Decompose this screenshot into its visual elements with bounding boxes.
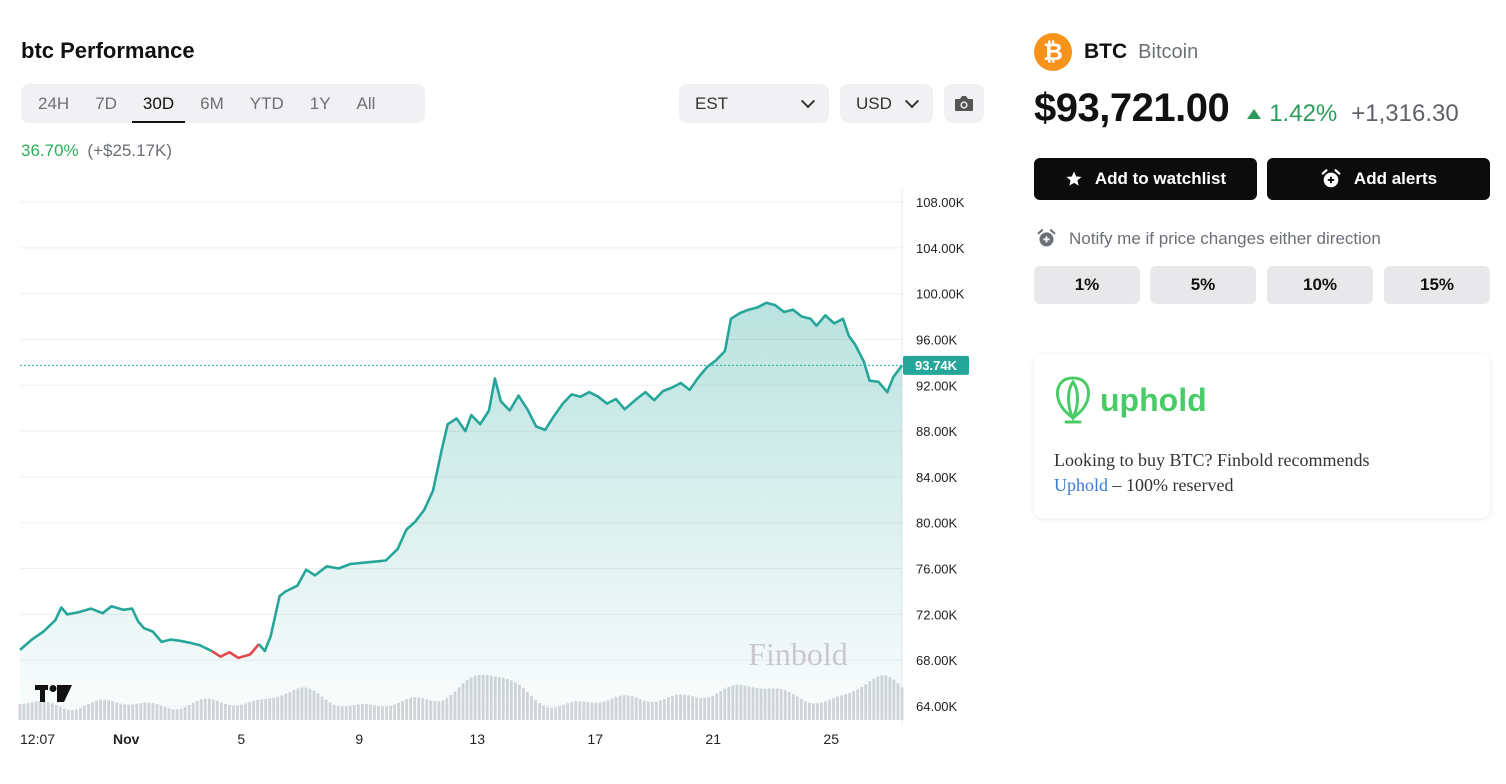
- uphold-leaf-icon: [1056, 376, 1090, 424]
- coin-header: ₿ BTC Bitcoin: [1034, 33, 1198, 71]
- add-alerts-button[interactable]: Add alerts: [1267, 158, 1490, 200]
- chevron-down-icon: [904, 93, 920, 108]
- y-tick-label: 76.00K: [916, 562, 958, 577]
- x-tick-label: 21: [705, 731, 721, 747]
- y-tick-label: 84.00K: [916, 470, 958, 485]
- tab-1y[interactable]: 1Y: [309, 94, 331, 113]
- uphold-logo[interactable]: uphold: [1054, 374, 1207, 426]
- price-line: [19, 605, 213, 653]
- finbold-watermark: Finbold: [748, 636, 848, 672]
- screenshot-button[interactable]: [944, 84, 984, 123]
- price-change-percent-value: 1.42%: [1269, 100, 1338, 127]
- promo-line-2: – 100% reserved: [1108, 475, 1234, 495]
- x-tick-label: 13: [469, 731, 485, 747]
- coin-symbol: BTC: [1084, 40, 1128, 63]
- alarm-clock-icon: [1037, 229, 1056, 247]
- uphold-brand: uphold: [1100, 381, 1207, 418]
- range-tabs: 24H 7D 30D 6M YTD 1Y All: [21, 84, 425, 123]
- tab-6m[interactable]: 6M: [200, 94, 224, 113]
- performance-percent: 36.70%: [21, 141, 79, 160]
- current-price-tag: 93.74K: [903, 355, 969, 375]
- x-tick-label: 5: [237, 731, 245, 747]
- y-tick-label: 64.00K: [916, 699, 958, 714]
- promo-line-1: Looking to buy BTC? Finbold recommends: [1054, 450, 1370, 470]
- y-tick-label: 68.00K: [916, 653, 958, 668]
- chevron-down-icon: [800, 93, 816, 108]
- y-tick-label: 80.00K: [916, 516, 958, 531]
- arrow-up-icon: [1247, 109, 1262, 119]
- add-to-watchlist-button[interactable]: Add to watchlist: [1034, 158, 1257, 200]
- alert-1-percent-button[interactable]: 1%: [1034, 266, 1140, 304]
- timezone-select[interactable]: EST: [679, 84, 829, 123]
- y-tick-label: 100.00K: [916, 287, 965, 302]
- alert-10-percent-button[interactable]: 10%: [1267, 266, 1373, 304]
- tab-30d[interactable]: 30D: [130, 84, 187, 123]
- uphold-link[interactable]: Uphold: [1054, 475, 1108, 495]
- alarm-clock-icon: [1321, 169, 1341, 188]
- x-tick-label: Nov: [113, 731, 140, 747]
- tab-ytd[interactable]: YTD: [249, 94, 284, 113]
- price-row: $93,721.00 1.42% +1,316.30: [1034, 86, 1459, 131]
- tradingview-logo[interactable]: [35, 685, 72, 702]
- x-tick-label: 17: [587, 731, 603, 747]
- y-tick-label: 108.00K: [916, 195, 965, 210]
- y-tick-label: 72.00K: [916, 607, 958, 622]
- y-tick-label: 96.00K: [916, 332, 958, 347]
- current-price: $93,721.00: [1034, 86, 1230, 130]
- watchlist-label: Add to watchlist: [1094, 169, 1227, 188]
- performance-change: 36.70% (+$25.17K): [21, 141, 172, 161]
- promo-text: Looking to buy BTC? Finbold recommends U…: [1054, 448, 1369, 498]
- price-change-absolute: +1,316.30: [1351, 100, 1459, 127]
- x-tick-label: 12:07: [20, 731, 55, 747]
- current-price-label: 93.74K: [915, 358, 958, 373]
- tab-7d[interactable]: 7D: [95, 94, 117, 113]
- y-tick-label: 92.00K: [916, 378, 958, 393]
- price-change-percent: 1.42%: [1247, 100, 1337, 128]
- uphold-promo-card[interactable]: uphold Looking to buy BTC? Finbold recom…: [1034, 354, 1490, 518]
- tab-all[interactable]: All: [356, 94, 376, 113]
- notify-text: Notify me if price changes either direct…: [1036, 228, 1381, 249]
- tab-24h[interactable]: 24H: [38, 94, 70, 113]
- star-icon: [1066, 171, 1082, 186]
- x-tick-label: 9: [355, 731, 363, 747]
- coin-name: Bitcoin: [1138, 40, 1199, 63]
- x-tick-label: 25: [823, 731, 839, 747]
- price-line: [210, 643, 260, 660]
- currency-value: USD: [856, 93, 892, 113]
- camera-icon: [955, 96, 973, 111]
- alert-5-percent-button[interactable]: 5%: [1150, 266, 1256, 304]
- alert-15-percent-button[interactable]: 15%: [1384, 266, 1490, 304]
- timezone-value: EST: [695, 93, 729, 113]
- y-tick-label: 88.00K: [916, 424, 958, 439]
- performance-absolute: (+$25.17K): [87, 141, 172, 160]
- y-tick-label: 104.00K: [916, 241, 965, 256]
- currency-select[interactable]: USD: [840, 84, 933, 123]
- page-title: btc Performance: [21, 38, 195, 63]
- bitcoin-logo-icon: ₿: [1034, 33, 1072, 71]
- price-chart[interactable]: Finbold 108.00K 104.00K 100.00K 96.00K 92.00…: [0, 180, 1000, 755]
- notify-label: Notify me if price changes either direct…: [1069, 228, 1381, 248]
- price-area: [20, 302, 902, 720]
- price-line: [257, 301, 904, 653]
- alerts-label: Add alerts: [1353, 169, 1438, 188]
